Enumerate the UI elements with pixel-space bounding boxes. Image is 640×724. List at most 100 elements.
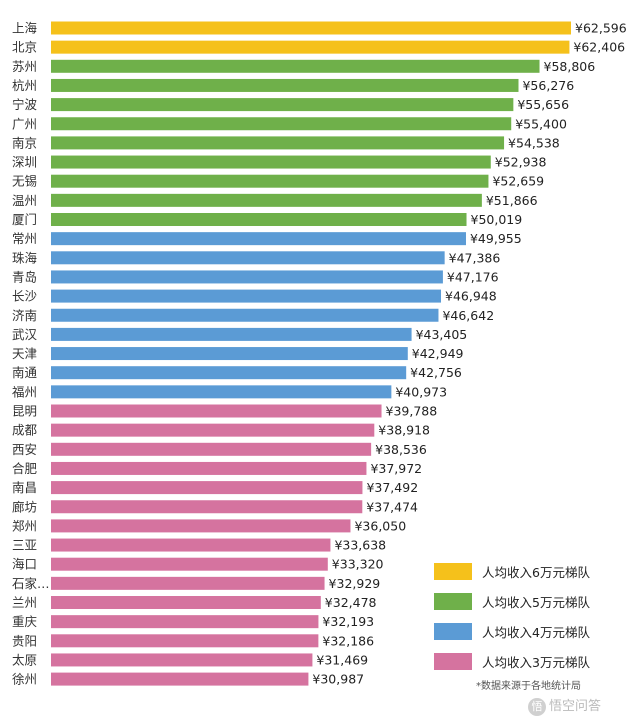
bar: [51, 270, 443, 284]
category-label: 太原: [12, 652, 37, 667]
category-label: 福州: [12, 384, 37, 399]
category-label: 广州: [12, 116, 37, 131]
value-label: ¥42,949: [412, 346, 464, 361]
bar: [51, 538, 331, 552]
value-label: ¥32,929: [329, 576, 381, 591]
value-label: ¥43,405: [416, 327, 468, 342]
category-label: 深圳: [12, 155, 37, 170]
category-label: 南昌: [12, 480, 37, 495]
category-label: 西安: [12, 442, 37, 457]
bar: [51, 136, 505, 150]
value-label: ¥62,596: [575, 21, 627, 36]
bar: [51, 59, 540, 73]
value-label: ¥42,756: [410, 365, 462, 380]
bar: [51, 155, 491, 169]
category-label: 珠海: [12, 250, 38, 265]
value-label: ¥33,320: [332, 557, 384, 572]
category-label: 南京: [12, 135, 37, 150]
value-label: ¥47,386: [449, 250, 501, 265]
value-label: ¥39,788: [386, 404, 438, 419]
bar: [51, 442, 372, 456]
category-label: 青岛: [12, 269, 37, 284]
bar: [51, 404, 382, 418]
legend-label: 人均收入4万元梯队: [482, 624, 590, 640]
bar: [51, 213, 467, 226]
bar: [51, 519, 351, 533]
value-label: ¥30,987: [312, 672, 364, 687]
bar: [51, 481, 363, 495]
value-label: ¥49,955: [470, 231, 522, 246]
value-label: ¥32,193: [322, 614, 374, 629]
bar: [51, 40, 570, 54]
legend-swatch: [434, 562, 472, 580]
category-label: 兰州: [12, 595, 37, 610]
legend-swatch: [434, 622, 472, 640]
value-label: ¥40,973: [395, 384, 447, 399]
bar: [51, 423, 375, 437]
category-label: 常州: [12, 231, 37, 246]
value-label: ¥54,538: [508, 135, 560, 150]
bar: [51, 596, 321, 609]
category-label: 石家…: [12, 576, 50, 591]
category-label: 济南: [12, 308, 37, 323]
bar: [51, 308, 439, 322]
bar: [51, 117, 512, 131]
value-label: ¥37,972: [370, 461, 422, 476]
category-label: 杭州: [12, 78, 37, 93]
bar: [51, 21, 571, 35]
bar: [51, 174, 489, 188]
value-label: ¥56,276: [522, 78, 574, 93]
value-label: ¥62,406: [573, 40, 625, 55]
category-label: 长沙: [12, 289, 38, 304]
category-label: 海口: [12, 557, 37, 572]
category-label: 北京: [12, 40, 37, 55]
value-label: ¥38,536: [375, 442, 427, 457]
value-label: ¥37,474: [366, 499, 418, 514]
legend-item-tier-3w: 人均收入3万元梯队: [434, 652, 634, 670]
legend-label: 人均收入5万元梯队: [482, 594, 590, 610]
bar: [51, 366, 407, 380]
category-label: 三亚: [12, 538, 37, 553]
watermark-logo-icon: 悟: [528, 697, 546, 716]
value-label: ¥55,400: [515, 116, 567, 131]
category-label: 成都: [12, 423, 38, 438]
category-label: 温州: [12, 193, 37, 208]
value-label: ¥50,019: [471, 212, 523, 227]
category-label: 厦门: [12, 212, 37, 227]
category-label: 苏州: [12, 59, 37, 74]
bar: [51, 251, 445, 265]
value-label: ¥32,478: [325, 595, 377, 610]
bar: [51, 193, 482, 207]
bar: [51, 557, 328, 571]
legend-item-tier-4w: 人均收入4万元梯队: [434, 622, 634, 640]
category-label: 重庆: [12, 614, 38, 629]
bar: [51, 653, 313, 667]
category-label: 上海: [12, 21, 38, 36]
value-label: ¥46,948: [445, 289, 497, 304]
value-label: ¥32,186: [322, 633, 374, 648]
legend-swatch: [434, 592, 472, 610]
category-label: 无锡: [12, 174, 37, 189]
value-label: ¥55,656: [517, 97, 569, 112]
value-label: ¥31,469: [316, 652, 368, 667]
category-label: 武汉: [12, 327, 38, 342]
category-label: 合肥: [12, 461, 38, 476]
value-label: ¥47,176: [447, 269, 499, 284]
category-label: 南通: [12, 365, 38, 380]
category-label: 郑州: [12, 518, 37, 533]
bar: [51, 98, 514, 112]
category-label: 天津: [12, 346, 37, 361]
value-label: ¥58,806: [544, 59, 596, 74]
watermark-text: 悟空问答: [549, 699, 602, 714]
bar: [51, 634, 319, 648]
value-label: ¥51,866: [486, 193, 538, 208]
watermark: 悟悟空问答: [528, 695, 601, 716]
bar: [51, 576, 325, 590]
value-label: ¥33,638: [334, 538, 386, 553]
value-label: ¥52,938: [495, 155, 547, 170]
bar: [51, 289, 442, 303]
category-label: 贵阳: [12, 633, 37, 648]
legend-label: 人均收入3万元梯队: [482, 654, 590, 670]
legend-label: 人均收入6万元梯队: [482, 564, 590, 580]
